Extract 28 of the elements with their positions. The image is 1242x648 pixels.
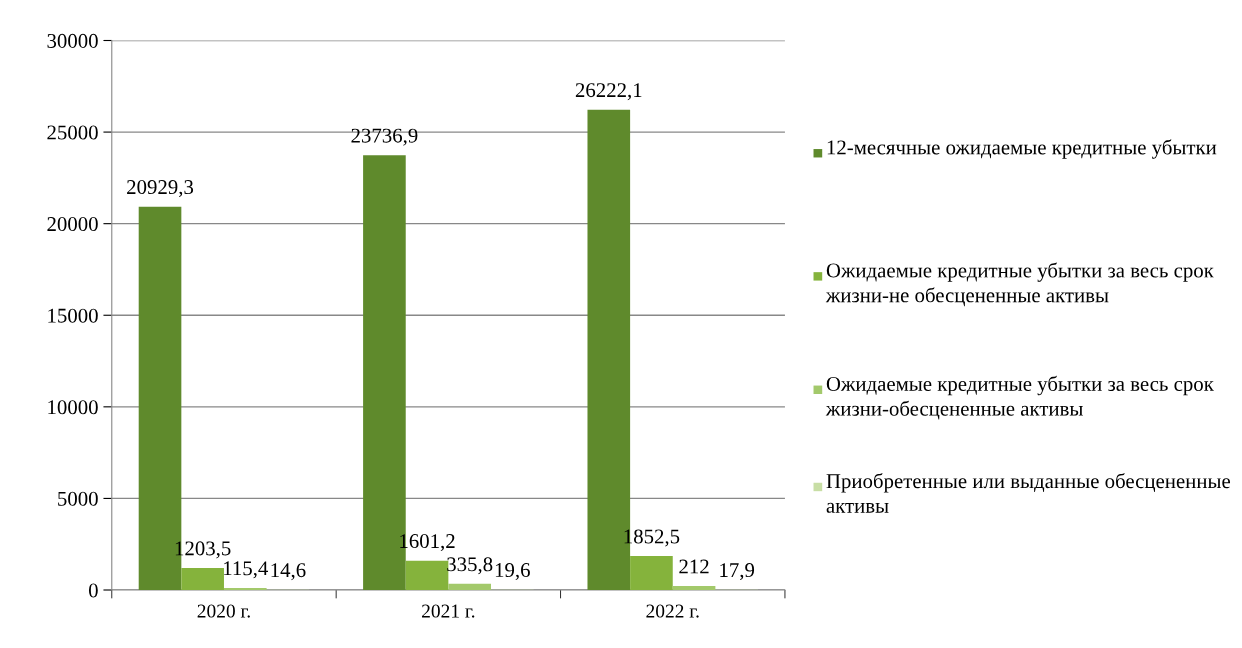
data-label: 19,6 [495,563,530,581]
bar [448,583,491,590]
data-label: 20929,3 [127,180,194,198]
y-tick-label: 5000 [58,491,98,506]
data-label: 17,9 [720,563,755,581]
x-tick-label: 2021 г. [422,604,475,618]
y-tick-label: 0 [88,583,98,598]
bar [223,587,267,590]
y-tick-label: 20000 [47,217,98,232]
data-label: 14,6 [271,563,306,581]
bar [630,556,673,590]
y-tick-label: 25000 [47,125,98,140]
legend-label: 12-месячные ожидаемые кредитные убытки [827,139,1217,159]
data-label: 115,4 [224,561,269,579]
legend-label: Ожидаемые кредитные убытки за весь срок жизни-обесцененные активы [825,375,1214,420]
x-tick-label: 2022 г. [646,604,699,618]
data-label: 212 [679,559,709,574]
data-label: 23736,9 [351,128,418,146]
legend-label: Приобретенные или выданные обесцененные активы [826,473,1231,513]
y-tick-label: 30000 [47,33,98,48]
legend-label: Ожидаемые кредитные убытки за весь срок жизни-не обесцененные активы [825,262,1214,307]
bar [672,586,716,590]
y-tick-label: 15000 [48,308,98,323]
y-tick-label: 10000 [48,400,98,415]
bar [405,560,449,590]
x-tick-label: 2020 г. [197,604,250,618]
data-label: 26222,1 [575,83,642,101]
bar [181,567,224,590]
